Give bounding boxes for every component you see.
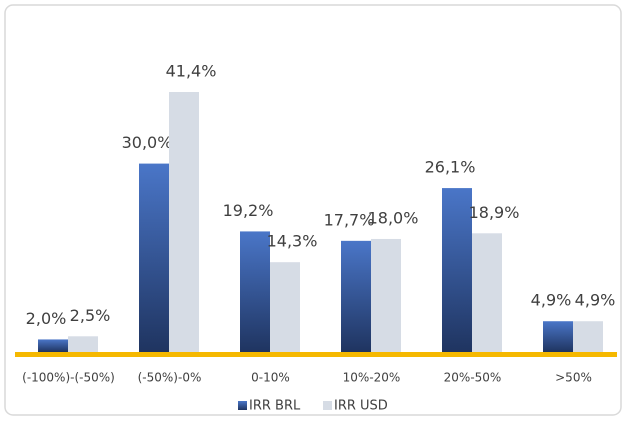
x-tick-label: >50% xyxy=(555,371,592,385)
baseline xyxy=(15,352,617,357)
value-label: 18,9% xyxy=(469,203,520,222)
value-label: 30,0% xyxy=(122,133,173,152)
bar xyxy=(139,163,169,352)
x-tick-label: 0-10% xyxy=(251,371,290,385)
value-label: 26,1% xyxy=(425,158,476,177)
bar xyxy=(240,231,270,352)
bar xyxy=(371,238,401,352)
bar xyxy=(543,321,573,352)
value-label: 2,0% xyxy=(26,309,67,328)
value-label: 4,9% xyxy=(575,291,616,310)
x-tick-label: (-50%)-0% xyxy=(138,371,202,385)
legend-swatch xyxy=(238,401,247,410)
x-tick-label: 10%-20% xyxy=(343,371,401,385)
value-label: 19,2% xyxy=(223,201,274,220)
value-label: 14,3% xyxy=(267,232,318,251)
bar xyxy=(341,240,371,352)
bar xyxy=(270,262,300,352)
value-label: 41,4% xyxy=(166,62,217,81)
legend-swatch xyxy=(323,401,332,410)
bar xyxy=(472,233,502,352)
bar xyxy=(573,321,603,352)
legend-label: IRR USD xyxy=(334,399,388,414)
value-label: 17,7% xyxy=(324,210,375,229)
value-label: 18,0% xyxy=(368,208,419,227)
value-label: 4,9% xyxy=(531,291,572,310)
bar xyxy=(169,92,199,352)
x-tick-label: 20%-50% xyxy=(444,371,502,385)
value-label: 2,5% xyxy=(70,306,111,325)
bar xyxy=(442,188,472,352)
legend-label: IRR BRL xyxy=(249,399,301,414)
bar xyxy=(38,339,68,352)
bar xyxy=(68,336,98,352)
x-tick-label: (-100%)-(-50%) xyxy=(22,371,115,385)
